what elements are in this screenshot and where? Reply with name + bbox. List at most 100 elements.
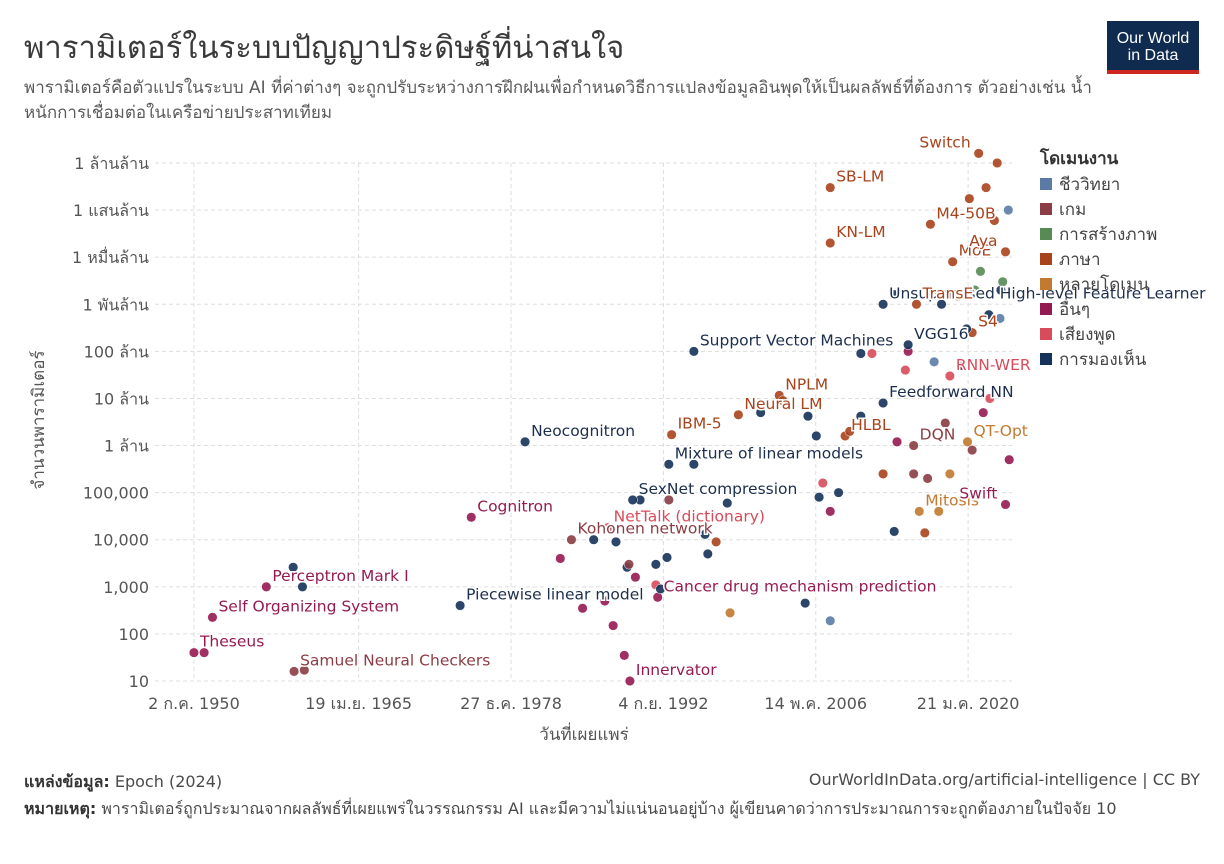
data-point[interactable] bbox=[619, 650, 630, 661]
data-point[interactable] bbox=[630, 572, 641, 583]
data-point[interactable] bbox=[992, 157, 1003, 169]
data-point[interactable] bbox=[466, 512, 477, 523]
data-point[interactable] bbox=[940, 418, 951, 429]
data-point[interactable] bbox=[900, 365, 911, 376]
data-point[interactable] bbox=[944, 468, 955, 479]
data-point[interactable] bbox=[989, 215, 1000, 226]
data-point[interactable] bbox=[650, 559, 661, 570]
data-point[interactable] bbox=[455, 600, 466, 611]
data-point[interactable] bbox=[973, 148, 984, 159]
data-point[interactable] bbox=[878, 397, 889, 409]
data-point[interactable] bbox=[925, 219, 936, 230]
data-point[interactable] bbox=[288, 562, 299, 573]
data-point[interactable] bbox=[914, 506, 925, 517]
data-point[interactable] bbox=[844, 426, 855, 437]
data-point[interactable] bbox=[802, 411, 814, 422]
data-point[interactable] bbox=[933, 506, 944, 517]
data-point[interactable] bbox=[755, 407, 766, 418]
data-point[interactable] bbox=[188, 647, 199, 658]
data-point[interactable] bbox=[599, 595, 610, 607]
data-point[interactable] bbox=[702, 548, 713, 559]
data-point[interactable] bbox=[908, 468, 919, 479]
data-point[interactable] bbox=[984, 393, 995, 404]
data-point[interactable] bbox=[825, 237, 836, 249]
data-point[interactable] bbox=[866, 348, 877, 359]
data-point[interactable] bbox=[929, 356, 940, 367]
legend-item[interactable]: อื่นๆ bbox=[1059, 297, 1090, 320]
data-point[interactable] bbox=[711, 536, 722, 547]
data-point[interactable] bbox=[777, 395, 788, 406]
data-point[interactable] bbox=[655, 583, 666, 595]
data-point[interactable] bbox=[967, 445, 978, 456]
data-point[interactable] bbox=[666, 429, 677, 440]
data-point[interactable] bbox=[919, 527, 930, 538]
data-point[interactable] bbox=[1000, 499, 1011, 510]
data-point[interactable] bbox=[811, 430, 822, 441]
data-point[interactable] bbox=[855, 411, 866, 422]
data-point[interactable] bbox=[627, 494, 638, 505]
data-point[interactable] bbox=[878, 299, 889, 310]
data-point[interactable] bbox=[725, 607, 736, 618]
data-point[interactable] bbox=[903, 339, 914, 350]
data-point[interactable] bbox=[825, 182, 836, 193]
data-point[interactable] bbox=[908, 440, 919, 451]
data-point[interactable] bbox=[623, 559, 635, 570]
data-point[interactable] bbox=[953, 290, 964, 302]
data-point[interactable] bbox=[817, 477, 828, 489]
data-point[interactable] bbox=[975, 266, 986, 277]
data-point[interactable] bbox=[814, 492, 825, 503]
data-point[interactable] bbox=[1000, 246, 1011, 257]
data-point[interactable] bbox=[688, 459, 699, 470]
data-point[interactable] bbox=[889, 526, 900, 537]
data-point[interactable] bbox=[911, 299, 922, 310]
data-point[interactable] bbox=[520, 436, 531, 447]
legend-item[interactable]: การมองเห็น bbox=[1059, 348, 1147, 370]
data-point[interactable] bbox=[833, 487, 844, 498]
data-point[interactable] bbox=[855, 348, 866, 359]
data-point[interactable] bbox=[889, 289, 900, 300]
data-point[interactable] bbox=[1003, 205, 1014, 216]
data-point[interactable] bbox=[891, 436, 903, 447]
data-point[interactable] bbox=[688, 346, 699, 357]
data-point[interactable] bbox=[289, 666, 300, 677]
data-point[interactable] bbox=[299, 665, 310, 676]
data-point[interactable] bbox=[722, 498, 733, 509]
data-point[interactable] bbox=[825, 506, 836, 517]
data-point[interactable] bbox=[699, 529, 711, 540]
data-point[interactable] bbox=[1004, 454, 1015, 465]
data-point[interactable] bbox=[947, 256, 958, 267]
data-point[interactable] bbox=[978, 407, 989, 418]
data-point[interactable] bbox=[199, 647, 210, 658]
source-url[interactable]: OurWorldInData.org/artificial-intelligen… bbox=[808, 770, 1200, 789]
data-point[interactable] bbox=[969, 285, 980, 296]
data-point[interactable] bbox=[800, 598, 811, 609]
data-point[interactable] bbox=[995, 285, 1006, 296]
data-point[interactable] bbox=[981, 182, 992, 193]
data-point[interactable] bbox=[955, 360, 967, 371]
data-point[interactable] bbox=[577, 603, 588, 614]
data-point[interactable] bbox=[602, 522, 613, 533]
data-point[interactable] bbox=[983, 309, 994, 320]
data-point[interactable] bbox=[207, 612, 218, 623]
data-point[interactable] bbox=[733, 409, 744, 420]
legend-item[interactable]: ชีววิทยา bbox=[1059, 175, 1120, 195]
data-point[interactable] bbox=[922, 473, 933, 484]
data-point[interactable] bbox=[962, 436, 973, 447]
data-point[interactable] bbox=[663, 459, 674, 470]
data-point[interactable] bbox=[588, 534, 599, 545]
owid-logo[interactable]: Our World in Data bbox=[1107, 21, 1199, 74]
data-point[interactable] bbox=[566, 534, 577, 545]
data-point[interactable] bbox=[961, 323, 972, 334]
data-point[interactable] bbox=[661, 552, 673, 563]
legend-item[interactable]: เสียงพูด bbox=[1059, 325, 1116, 345]
legend-item[interactable]: ภาษา bbox=[1059, 250, 1101, 270]
data-point[interactable] bbox=[986, 237, 997, 249]
legend-item[interactable]: เกม bbox=[1059, 200, 1086, 220]
data-point[interactable] bbox=[624, 675, 635, 687]
data-point[interactable] bbox=[994, 313, 1006, 324]
data-point[interactable] bbox=[964, 193, 975, 204]
data-point[interactable] bbox=[825, 615, 836, 626]
data-point[interactable] bbox=[261, 581, 272, 592]
data-point[interactable] bbox=[297, 581, 308, 592]
data-point[interactable] bbox=[944, 370, 955, 382]
